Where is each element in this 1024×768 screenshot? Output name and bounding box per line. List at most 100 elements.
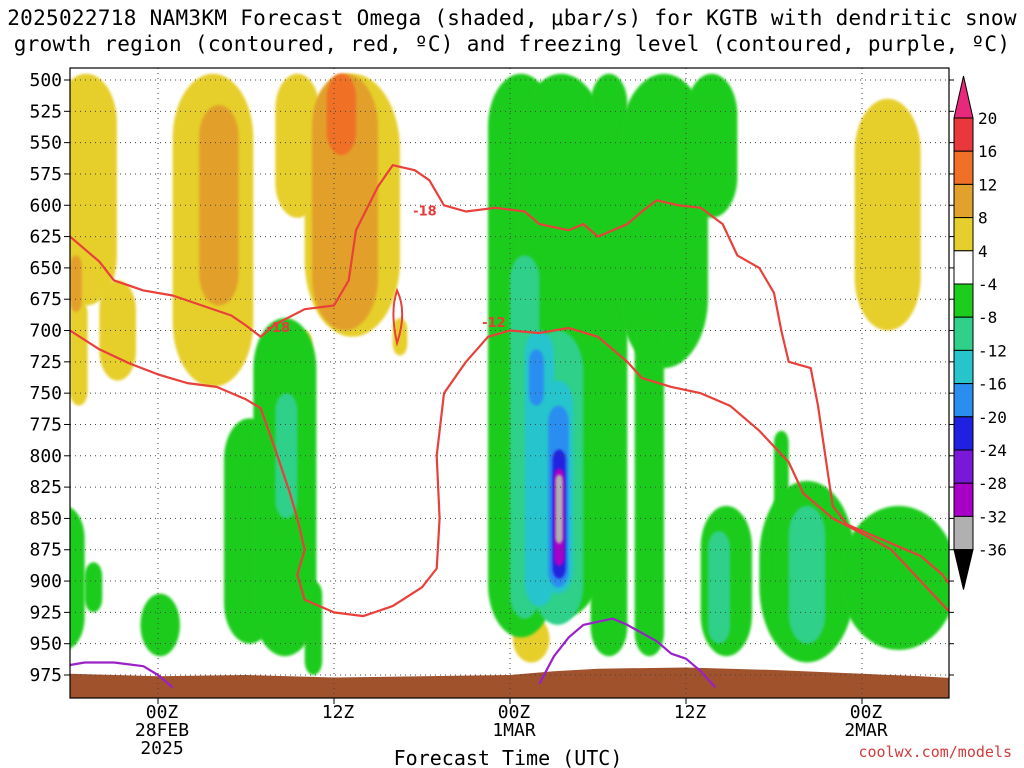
omega-region: [70, 507, 85, 649]
colorbar-label: 20: [978, 109, 997, 128]
y-tick-label: 900: [29, 571, 62, 592]
x-tick-label: 00Z: [146, 702, 179, 723]
y-tick-label: 975: [29, 665, 62, 686]
colorbar-label: -24: [978, 441, 1007, 460]
colorbar-label: -8: [978, 308, 997, 327]
x-tick-label: 2025: [140, 738, 183, 759]
colorbar-label: -36: [978, 541, 1007, 560]
colorbar-label: -20: [978, 408, 1007, 427]
contour-lines: [70, 164, 949, 689]
omega-region: [199, 105, 239, 306]
x-tick-label: 00Z: [498, 702, 531, 723]
chart-title-line1: 2025022718 NAM3KM Forecast Omega (shaded…: [7, 6, 1017, 30]
dgz-contour: [70, 326, 949, 618]
colorbar-label: 4: [978, 242, 988, 261]
colorbar-bin: [953, 349, 974, 385]
credit-link[interactable]: coolwx.com/models: [858, 743, 1012, 761]
contour-labels: -18 -18 -12: [267, 205, 506, 336]
omega-region: [708, 530, 730, 644]
colorbar-bin: [953, 449, 974, 484]
y-tick-label: 600: [29, 195, 62, 216]
chart-title-line2: growth region (contoured, red, ºC) and f…: [13, 32, 1011, 56]
omega-region: [590, 73, 628, 657]
colorbar-label: -12: [978, 341, 1007, 360]
y-tick-label: 650: [29, 258, 62, 279]
x-tick-label: 28FEB: [135, 720, 189, 741]
y-tick-label: 550: [29, 133, 62, 154]
colorbar-extend-top: [953, 75, 974, 119]
omega-region: [788, 505, 826, 644]
contour-label: -12: [482, 316, 506, 331]
colorbar-label: 8: [978, 209, 988, 228]
colorbar-label: 12: [978, 175, 997, 194]
x-tick-label: 1MAR: [492, 720, 536, 741]
x-tick-label: 12Z: [674, 702, 707, 723]
terrain-fill: [70, 667, 949, 698]
omega-region: [686, 73, 738, 218]
x-tick-label: 00Z: [850, 702, 883, 723]
colorbar-bin: [953, 416, 974, 451]
y-tick-label: 800: [29, 446, 62, 467]
y-tick-label: 950: [29, 634, 62, 655]
colorbar-extend-bottom: [953, 549, 974, 590]
contour-label: -18: [413, 205, 437, 220]
dgz-contour: [70, 164, 949, 586]
colorbar-bin: [953, 150, 974, 185]
y-axis: 500 525 550 575 600 625 650 675 700 725 750 775 800 8…: [29, 70, 954, 686]
colorbar-bin: [953, 183, 974, 219]
colorbar-bin: [953, 482, 974, 517]
colorbar-label: -16: [978, 375, 1007, 394]
omega-region: [70, 299, 88, 406]
x-axis-title: Forecast Time (UTC): [394, 746, 623, 768]
colorbar-bin: [953, 383, 974, 418]
omega-region: [304, 581, 323, 675]
y-tick-label: 525: [29, 101, 62, 122]
omega-region: [275, 393, 298, 519]
y-tick-label: 825: [29, 477, 62, 498]
y-tick-label: 625: [29, 227, 62, 248]
y-tick-label: 925: [29, 602, 62, 623]
y-tick-label: 675: [29, 289, 62, 310]
y-tick-label: 500: [29, 70, 62, 91]
colorbar-bin: [953, 250, 974, 285]
x-tick-label: 12Z: [322, 702, 355, 723]
omega-region: [840, 505, 949, 650]
dgz-contour-loop: [392, 287, 404, 347]
y-tick-label: 875: [29, 540, 62, 561]
omega-region: [634, 318, 664, 657]
colorbar-label: -28: [978, 474, 1007, 493]
y-tick-label: 575: [29, 164, 62, 185]
omega-region: [84, 562, 103, 613]
omega-region: [555, 474, 563, 544]
y-tick-label: 725: [29, 352, 62, 373]
colorbar: 20 16 12 8 4 -4 -8 -12 -16 -20 -24 -28 -32 -36: [953, 75, 1007, 590]
omega-region: [854, 98, 921, 331]
colorbar-bin: [953, 117, 974, 152]
terrain-layer: [70, 667, 949, 698]
y-tick-label: 775: [29, 414, 62, 435]
colorbar-bin: [953, 217, 974, 252]
omega-shading: [70, 73, 949, 675]
omega-region: [326, 73, 356, 156]
colorbar-label: -4: [978, 275, 997, 294]
colorbar-label: 16: [978, 142, 997, 161]
y-tick-label: 750: [29, 383, 62, 404]
omega-region: [529, 349, 544, 406]
omega-region: [774, 430, 789, 582]
freezing-level-contour: [538, 617, 717, 689]
gridlines: [70, 68, 949, 698]
omega-region: [99, 280, 136, 381]
omega-region: [392, 318, 408, 356]
colorbar-bin: [953, 515, 974, 551]
omega-region: [140, 593, 180, 657]
y-tick-label: 850: [29, 508, 62, 529]
y-tick-label: 700: [29, 321, 62, 342]
colorbar-label: -32: [978, 507, 1007, 526]
contour-label: -18: [267, 321, 291, 336]
freezing-level-contour: [70, 661, 174, 689]
x-tick-label: 2MAR: [844, 720, 888, 741]
colorbar-bin: [953, 316, 974, 351]
colorbar-bin: [953, 283, 974, 318]
